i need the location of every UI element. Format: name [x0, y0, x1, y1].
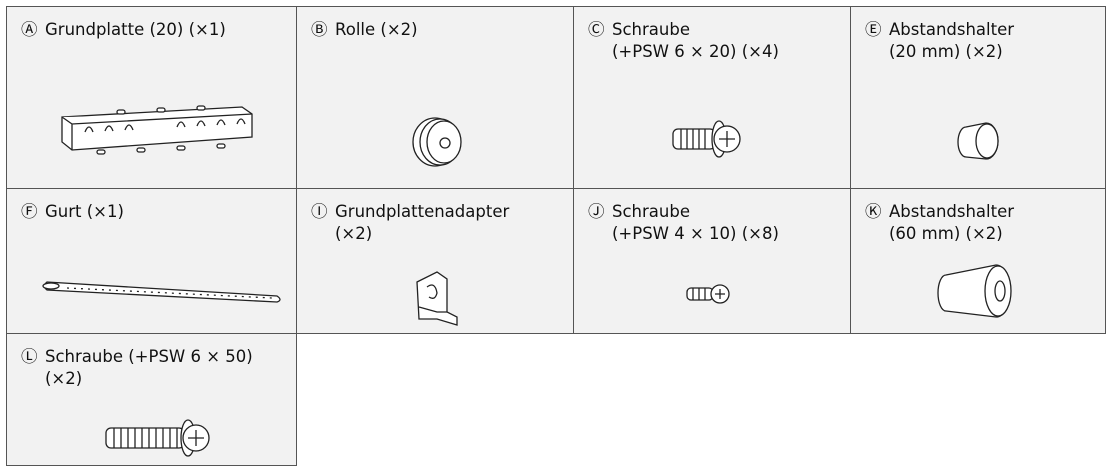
part-text: Abstandshalter	[889, 20, 1015, 39]
part-letter: Ⓘ	[311, 202, 328, 221]
part-text: Gurt (×1)	[45, 202, 124, 221]
part-label: Ⓒ Schraube (+PSW 6 × 20) (×4)	[588, 19, 779, 63]
part-letter: Ⓙ	[588, 202, 605, 221]
part-label: Ⓙ Schraube (+PSW 4 × 10) (×8)	[588, 201, 779, 245]
part-letter: Ⓑ	[311, 20, 328, 39]
part-cell: Ⓙ Schraube (+PSW 4 × 10) (×8)	[573, 188, 851, 334]
screw-icon	[672, 120, 741, 158]
part-cell: Ⓛ Schraube (+PSW 6 × 50) (×2)	[6, 333, 297, 466]
part-cell: Ⓒ Schraube (+PSW 6 × 20) (×4)	[573, 6, 851, 189]
part-letter: Ⓚ	[865, 202, 882, 221]
part-text: (20 mm) (×2)	[889, 42, 1003, 61]
part-letter: Ⓕ	[21, 202, 38, 221]
part-text: Schraube	[612, 20, 690, 39]
part-text: Schraube (+PSW 6 × 50)	[45, 347, 253, 366]
part-cell: Ⓔ Abstandshalter (20 mm) (×2)	[850, 6, 1106, 189]
part-label: Ⓘ Grundplattenadapter (×2)	[311, 201, 509, 245]
screw-icon	[686, 284, 730, 304]
part-text: Abstandshalter	[889, 202, 1015, 221]
part-cell: Ⓚ Abstandshalter (60 mm) (×2)	[850, 188, 1106, 334]
part-letter: Ⓒ	[588, 20, 605, 39]
part-letter: Ⓐ	[21, 20, 38, 39]
part-cell: Ⓐ Grundplatte (20) (×1)	[6, 6, 297, 189]
part-text: (×2)	[335, 224, 373, 243]
part-label: Ⓑ Rolle (×2)	[311, 19, 418, 41]
roller-icon	[412, 117, 462, 167]
spacer-icon	[957, 122, 999, 160]
part-label: Ⓐ Grundplatte (20) (×1)	[21, 19, 226, 41]
strap-icon	[42, 281, 281, 303]
part-letter: Ⓛ	[21, 347, 38, 366]
part-label: Ⓛ Schraube (+PSW 6 × 50) (×2)	[21, 346, 253, 390]
adapter-icon	[416, 271, 458, 326]
part-letter: Ⓔ	[865, 20, 882, 39]
part-cell: Ⓕ Gurt (×1)	[6, 188, 297, 334]
part-text: (+PSW 6 × 20) (×4)	[612, 42, 779, 61]
part-label: Ⓔ Abstandshalter (20 mm) (×2)	[865, 19, 1014, 63]
part-label: Ⓚ Abstandshalter (60 mm) (×2)	[865, 201, 1014, 245]
part-text: (60 mm) (×2)	[889, 224, 1003, 243]
spacer-icon	[937, 264, 1012, 318]
part-cell: Ⓘ Grundplattenadapter (×2)	[296, 188, 574, 334]
part-cell: Ⓑ Rolle (×2)	[296, 6, 574, 189]
part-text: Schraube	[612, 202, 690, 221]
part-text: Rolle (×2)	[335, 20, 418, 39]
part-label: Ⓕ Gurt (×1)	[21, 201, 124, 223]
screw-icon	[105, 419, 210, 457]
part-text: Grundplatte (20) (×1)	[45, 20, 226, 39]
base-plate-icon	[61, 105, 253, 155]
part-text: Grundplattenadapter	[335, 202, 510, 221]
part-text: (+PSW 4 × 10) (×8)	[612, 224, 779, 243]
part-text: (×2)	[45, 369, 83, 388]
